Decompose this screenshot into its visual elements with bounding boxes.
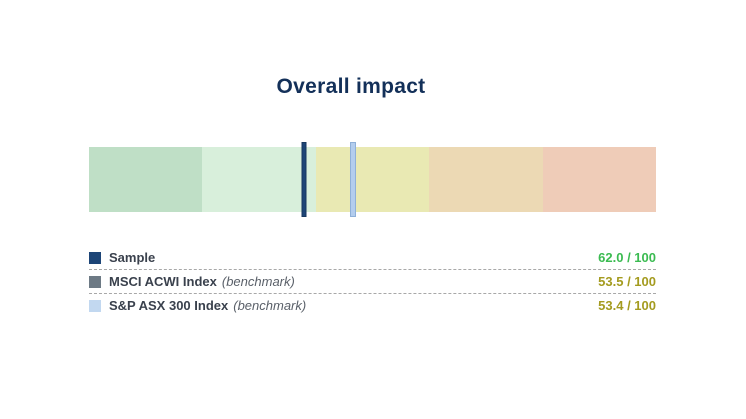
msci-acwi-swatch [89, 275, 101, 288]
gauge-band [202, 147, 316, 212]
legend-value-sp-asx-300: 53.4 / 100 [598, 298, 656, 313]
legend-label-sample: Sample [109, 250, 156, 265]
legend-row: MSCI ACWI Index (benchmark) 53.5 / 100 [89, 270, 656, 294]
marker-s-p-asx-300-index [350, 142, 357, 217]
gauge-band-track [89, 147, 656, 212]
gauge-band [315, 147, 430, 212]
legend-suffix-msci-acwi: (benchmark) [221, 274, 295, 289]
sample-swatch [89, 251, 101, 264]
legend-label-sp-asx-300: S&P ASX 300 Index [109, 298, 229, 313]
legend-row: S&P ASX 300 Index (benchmark) 53.4 / 100 [89, 294, 656, 317]
legend-value-msci-acwi: 53.5 / 100 [598, 274, 656, 289]
chart-title: Overall impact [276, 75, 426, 98]
sp-asx-300-swatch [89, 299, 101, 312]
legend-label-msci-acwi: MSCI ACWI Index [109, 274, 217, 289]
gauge-band [542, 147, 656, 212]
gauge-band [89, 147, 203, 212]
legend-value-sample: 62.0 / 100 [598, 250, 656, 265]
marker-sample [301, 142, 307, 217]
legend-row: Sample 62.0 / 100 [89, 246, 656, 270]
legend-suffix-sp-asx-300: (benchmark) [233, 298, 307, 313]
legend: Sample 62.0 / 100 MSCI ACWI Index (bench… [89, 246, 656, 317]
impact-gauge [89, 142, 656, 217]
gauge-band [429, 147, 543, 212]
